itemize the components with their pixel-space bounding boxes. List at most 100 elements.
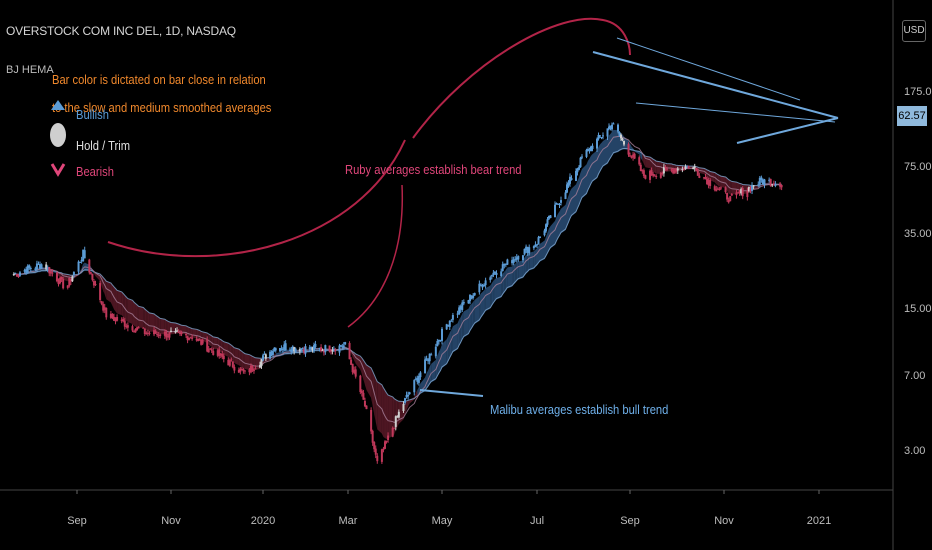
candle-body (579, 157, 582, 168)
bull-annotation-pointer[interactable] (419, 389, 484, 397)
y-tick-label: 15.00 (904, 302, 932, 315)
candle-body (707, 180, 710, 186)
candle-body (407, 394, 410, 397)
ma-band-segment (742, 184, 748, 195)
candle-body (391, 428, 394, 437)
candle-body (478, 283, 481, 293)
ma-band-segment (220, 339, 223, 354)
ma-band-segment (501, 273, 503, 298)
ma-band-segment (482, 290, 485, 316)
candle-body (179, 333, 182, 335)
ma-band-segment (372, 371, 375, 415)
candle-body (29, 268, 32, 270)
ma-band-segment (238, 349, 241, 367)
candle-body (243, 370, 246, 372)
note-line-1: Bar color is dictated on bar close in re… (52, 72, 266, 87)
candle-body (439, 339, 442, 341)
candle-body (719, 187, 722, 189)
ma-band-segment (582, 164, 587, 199)
candle-body (462, 302, 465, 304)
ma-band-segment (524, 255, 527, 276)
candle-body (726, 192, 729, 200)
candle-body (313, 345, 315, 352)
ma-band-segment (241, 351, 244, 369)
candle-body (581, 156, 583, 158)
slow-average-line (13, 147, 782, 403)
candle-body (283, 344, 286, 350)
candle-body (198, 339, 201, 341)
bear-trend-arc-lower[interactable] (107, 139, 406, 258)
candle-body (273, 347, 276, 351)
candle-body (495, 272, 498, 275)
candle-body (174, 330, 177, 333)
ma-band-segment (199, 330, 202, 341)
ma-band-segment (384, 390, 387, 439)
ma-band-segment (210, 334, 212, 347)
candle-body (546, 219, 549, 225)
candle-body (548, 215, 550, 219)
ma-band-segment (143, 307, 145, 330)
candle-body (493, 271, 496, 274)
candle-body (772, 183, 775, 186)
candle-body (653, 175, 656, 177)
candle-body (394, 416, 397, 427)
candle-body (652, 173, 655, 176)
candle-body (350, 359, 353, 365)
triangle-lower-trendline[interactable] (736, 117, 839, 144)
bear-trend-arc-small[interactable] (347, 184, 404, 328)
candle-body (111, 314, 114, 319)
candle-body (661, 172, 664, 174)
bear-trend-arc-upper[interactable] (412, 17, 631, 139)
candle-body (441, 328, 443, 341)
horizontal-support-line[interactable] (635, 102, 836, 123)
candle-body (269, 351, 272, 359)
candle-body (600, 137, 603, 139)
candle-body (670, 169, 673, 171)
ma-band-segment (438, 348, 441, 374)
x-tick-label: 2021 (806, 515, 832, 527)
ma-band-segment (360, 356, 362, 375)
currency-button[interactable]: USD (902, 20, 926, 42)
triangle-top-thin-line[interactable] (616, 37, 801, 101)
candle-body (109, 313, 112, 318)
candle-body (385, 440, 388, 442)
candle-body (231, 361, 234, 368)
candle-body (105, 307, 108, 318)
indicator-name[interactable]: BJ HEMA (6, 64, 54, 76)
candle-body (281, 348, 284, 351)
candle-body (673, 169, 676, 174)
candle-body (473, 293, 476, 296)
candle-body (633, 153, 636, 159)
triangle-upper-trendline[interactable] (592, 51, 839, 119)
candle-body (376, 455, 379, 462)
ma-band-segment (677, 165, 683, 172)
candle-body (62, 278, 65, 289)
candle-body (301, 348, 304, 350)
candle-body (447, 325, 450, 327)
candle-body (599, 135, 601, 137)
candle-body (761, 179, 764, 185)
ma-band-segment (609, 133, 611, 161)
ma-band-segment (642, 153, 644, 165)
ma-band-segment (540, 240, 545, 262)
x-tick-label: Mar (338, 515, 358, 527)
candle-body (500, 271, 503, 277)
candle-body (186, 336, 189, 341)
candle-body (308, 347, 311, 350)
candle-body (166, 336, 169, 338)
candle-body (354, 369, 357, 377)
candle-body (248, 369, 251, 373)
candle-body (632, 154, 635, 158)
ma-band-segment (491, 280, 494, 307)
candle-body (570, 178, 573, 181)
candle-body (201, 339, 204, 344)
candle-body (555, 203, 558, 205)
candle-body (606, 128, 609, 137)
ma-band-segment (138, 306, 144, 328)
candle-body (472, 295, 475, 298)
ma-band-segment (579, 172, 581, 206)
candle-body (68, 277, 71, 286)
candle-body (83, 250, 86, 259)
candle-body (587, 148, 589, 151)
